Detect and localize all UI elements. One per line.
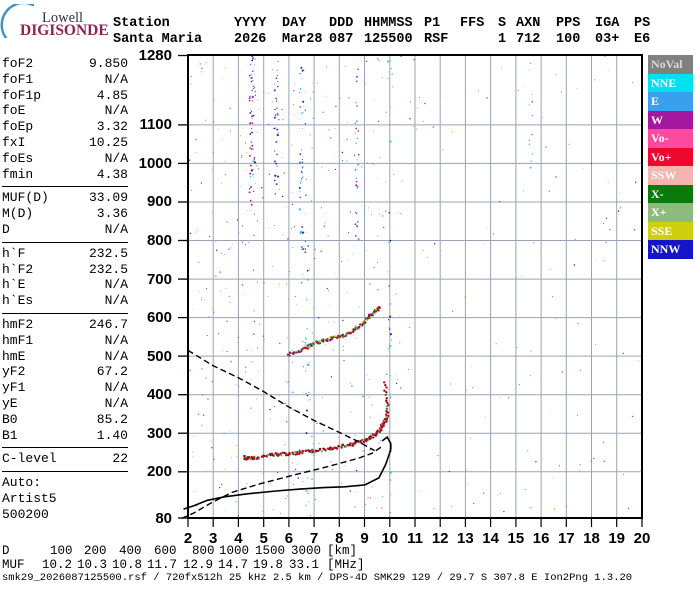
svg-text:20: 20 [634,530,651,547]
